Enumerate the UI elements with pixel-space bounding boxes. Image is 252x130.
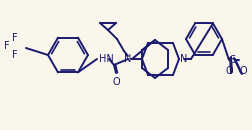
Text: S: S	[229, 55, 235, 65]
Text: F: F	[4, 41, 10, 51]
Text: F: F	[12, 50, 18, 60]
Text: N: N	[124, 54, 132, 64]
Text: HN: HN	[99, 54, 114, 64]
Text: O: O	[239, 66, 247, 76]
Text: O: O	[112, 77, 120, 87]
Text: O: O	[225, 66, 233, 76]
Text: F: F	[12, 33, 18, 43]
Text: N: N	[180, 54, 187, 64]
